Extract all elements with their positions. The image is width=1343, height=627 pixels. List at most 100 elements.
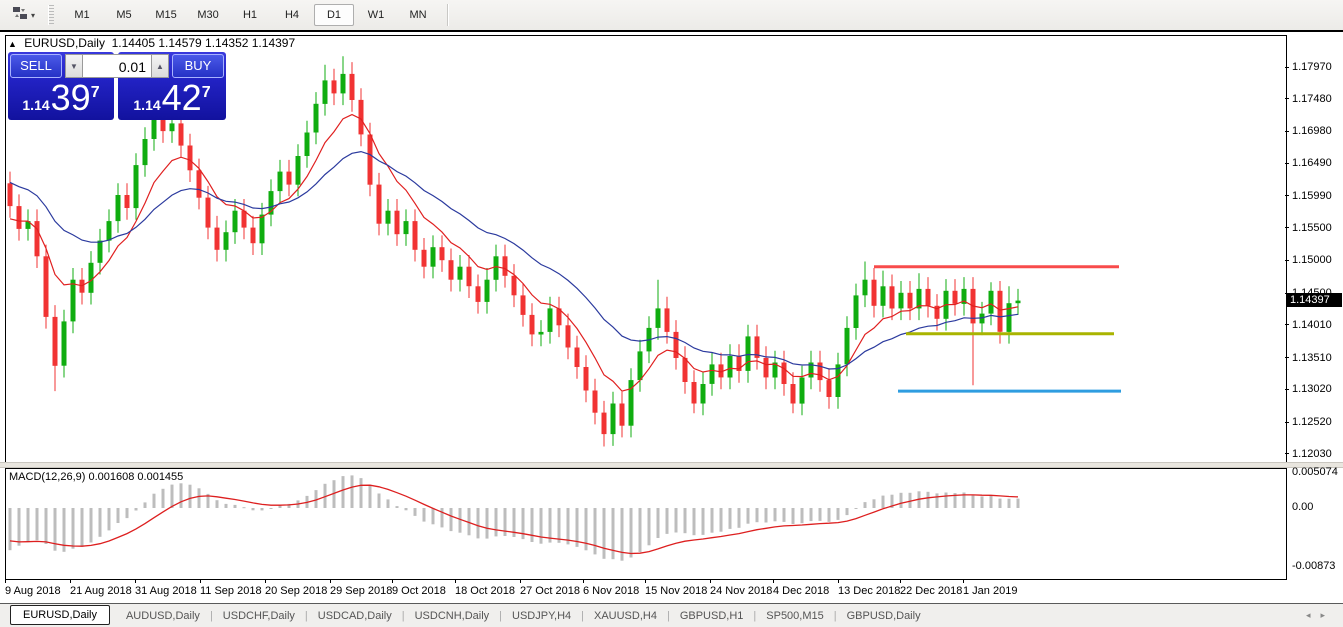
tile-windows-icon bbox=[12, 6, 28, 25]
price-axis-label: 1.16490 bbox=[1292, 157, 1332, 170]
chart-title: ▲ EURUSD,Daily 1.14405 1.14579 1.14352 1… bbox=[8, 36, 295, 50]
tab-separator: | bbox=[833, 609, 837, 622]
tab-separator: | bbox=[401, 609, 405, 622]
date-axis-label: 13 Dec 2018 bbox=[838, 585, 901, 597]
date-axis-label: 18 Oct 2018 bbox=[455, 585, 515, 597]
ma-slow-line bbox=[9, 150, 1019, 370]
price-axis-label: 1.17480 bbox=[1292, 92, 1332, 105]
buy-price-point: 7 bbox=[201, 84, 211, 101]
date-axis-label: 31 Aug 2018 bbox=[135, 585, 197, 597]
buy-price-pips: 42 bbox=[161, 77, 202, 118]
trade-panel-divider bbox=[114, 52, 118, 120]
sell-price: 1.14 39 7 bbox=[8, 77, 114, 118]
chart-window: ▲ EURUSD,Daily 1.14405 1.14579 1.14352 1… bbox=[0, 30, 1343, 603]
current-price-badge: 1.14397 bbox=[1286, 292, 1342, 307]
date-axis-label: 20 Sep 2018 bbox=[265, 585, 328, 597]
timeframe-button-m15[interactable]: M15 bbox=[155, 9, 177, 21]
chart-tab-audusd-daily[interactable]: AUDUSD,Daily bbox=[125, 609, 200, 622]
tile-windows-button[interactable]: ▾ bbox=[6, 3, 41, 28]
timeframe-button-h1[interactable]: H1 bbox=[242, 9, 258, 21]
tab-separator: | bbox=[666, 609, 670, 622]
timeframe-button-d1[interactable]: D1 bbox=[314, 4, 355, 26]
date-axis-label: 11 Sep 2018 bbox=[200, 585, 262, 597]
chart-tab-sp500-m15[interactable]: SP500,M15 bbox=[766, 609, 824, 622]
date-axis-label: 29 Sep 2018 bbox=[330, 585, 393, 597]
drawn-hlines-group bbox=[874, 265, 1121, 393]
price-axis-label: 1.17970 bbox=[1292, 61, 1332, 73]
sell-button[interactable]: SELL bbox=[10, 54, 62, 78]
buy-button[interactable]: BUY bbox=[172, 54, 224, 78]
chart-tab-usdjpy-h4[interactable]: USDJPY,H4 bbox=[512, 609, 572, 622]
tab-scroll-arrows[interactable]: ◂▸ bbox=[1306, 610, 1335, 621]
price-axis-tick bbox=[1285, 357, 1289, 359]
sell-price-point: 7 bbox=[90, 84, 100, 101]
lot-size-field[interactable]: 0.01 bbox=[83, 54, 151, 78]
lot-increase-button[interactable]: ▲ bbox=[151, 54, 169, 78]
macd-axis-label: 0.00 bbox=[1292, 501, 1314, 513]
collapse-arrow-icon[interactable]: ▲ bbox=[8, 39, 17, 49]
price-axis-tick bbox=[1285, 421, 1289, 423]
price-axis-label: 1.15000 bbox=[1292, 254, 1332, 267]
price-axis: 1.17970 1.17480 1.16980 1.16490 1.15990 1.155… bbox=[1285, 32, 1343, 605]
price-axis-label: 1.15990 bbox=[1292, 189, 1332, 202]
date-axis: 9 Aug 2018 21 Aug 2018 31 Aug 2018 11 Sep 2… bbox=[0, 579, 1343, 605]
price-axis-label: 1.12030 bbox=[1292, 447, 1332, 460]
date-axis-label: 9 Oct 2018 bbox=[392, 585, 446, 597]
timeframe-button-m1[interactable]: M1 bbox=[74, 9, 90, 21]
tab-scroll-right-icon[interactable]: ▸ bbox=[1320, 610, 1335, 620]
date-axis-tick bbox=[392, 579, 393, 583]
price-axis-tick bbox=[1285, 227, 1289, 229]
one-click-trade-panel: 1.14 39 7 1.14 42 7 SELL BUY ▼ 0.01 ▲ bbox=[8, 52, 226, 120]
date-axis-label: 15 Nov 2018 bbox=[645, 585, 708, 597]
chart-tab-gbpusd-daily[interactable]: GBPUSD,Daily bbox=[846, 609, 921, 622]
date-axis-label: 9 Aug 2018 bbox=[5, 585, 61, 597]
date-axis-label: 27 Oct 2018 bbox=[520, 585, 580, 597]
date-axis-tick bbox=[900, 579, 901, 583]
price-axis-tick bbox=[1285, 66, 1289, 68]
timeframe-button-m30[interactable]: M30 bbox=[197, 9, 219, 21]
timeframe-button-h4[interactable]: H4 bbox=[284, 9, 300, 21]
price-axis-tick bbox=[1285, 98, 1289, 100]
price-axis-label: 1.12520 bbox=[1292, 416, 1332, 429]
lot-size-stepper: ▼ 0.01 ▲ bbox=[65, 54, 169, 78]
pane-splitter[interactable] bbox=[0, 462, 1343, 468]
date-axis-tick bbox=[135, 579, 136, 583]
macd-histogram-group bbox=[8, 475, 1020, 561]
date-axis-label: 21 Aug 2018 bbox=[70, 585, 132, 597]
chart-tab-usdcnh-daily[interactable]: USDCNH,Daily bbox=[414, 609, 490, 622]
chart-tab-usdchf-daily[interactable]: USDCHF,Daily bbox=[222, 609, 295, 622]
toolbar-grip[interactable] bbox=[48, 5, 55, 25]
tab-scroll-left-icon[interactable]: ◂ bbox=[1305, 610, 1321, 620]
price-axis-tick bbox=[1285, 453, 1289, 455]
timeframe-button-mn[interactable]: MN bbox=[409, 9, 427, 21]
chart-symbol-period: EURUSD,Daily bbox=[24, 36, 105, 50]
date-axis-label: 1 Jan 2019 bbox=[963, 585, 1018, 597]
date-axis-tick bbox=[5, 579, 6, 583]
date-axis-tick bbox=[710, 579, 711, 583]
tab-separator: | bbox=[304, 609, 308, 622]
chart-tab-xauusd-h4[interactable]: XAUUSD,H4 bbox=[594, 609, 657, 622]
chart-tab-usdcad-daily[interactable]: USDCAD,Daily bbox=[317, 609, 392, 622]
tab-separator: | bbox=[581, 609, 584, 622]
price-axis-tick bbox=[1285, 130, 1289, 132]
date-axis-tick bbox=[520, 579, 521, 583]
date-axis-label: 22 Dec 2018 bbox=[900, 585, 963, 597]
macd-signal-line bbox=[9, 484, 1019, 555]
price-axis-tick bbox=[1285, 388, 1289, 390]
ma-fast-line bbox=[9, 113, 1019, 392]
date-axis-tick bbox=[838, 579, 839, 583]
date-axis-label: 4 Dec 2018 bbox=[773, 585, 830, 597]
buy-price: 1.14 42 7 bbox=[118, 77, 226, 118]
chevron-down-icon[interactable]: ▾ bbox=[31, 10, 36, 20]
timeframe-button-w1[interactable]: W1 bbox=[367, 9, 385, 21]
lot-decrease-button[interactable]: ▼ bbox=[65, 54, 83, 78]
timeframe-button-m5[interactable]: M5 bbox=[116, 9, 132, 21]
date-axis-tick bbox=[645, 579, 646, 583]
chart-tab-eurusd-daily[interactable]: EURUSD,Daily bbox=[10, 604, 110, 625]
price-axis-label: 1.14010 bbox=[1292, 318, 1332, 331]
sell-price-pips: 39 bbox=[50, 77, 91, 118]
price-axis-label: 1.13020 bbox=[1292, 383, 1332, 396]
chart-tab-gbpusd-h1[interactable]: GBPUSD,H1 bbox=[679, 609, 744, 622]
price-axis-tick bbox=[1285, 162, 1289, 164]
macd-indicator-pane[interactable] bbox=[5, 468, 1287, 580]
